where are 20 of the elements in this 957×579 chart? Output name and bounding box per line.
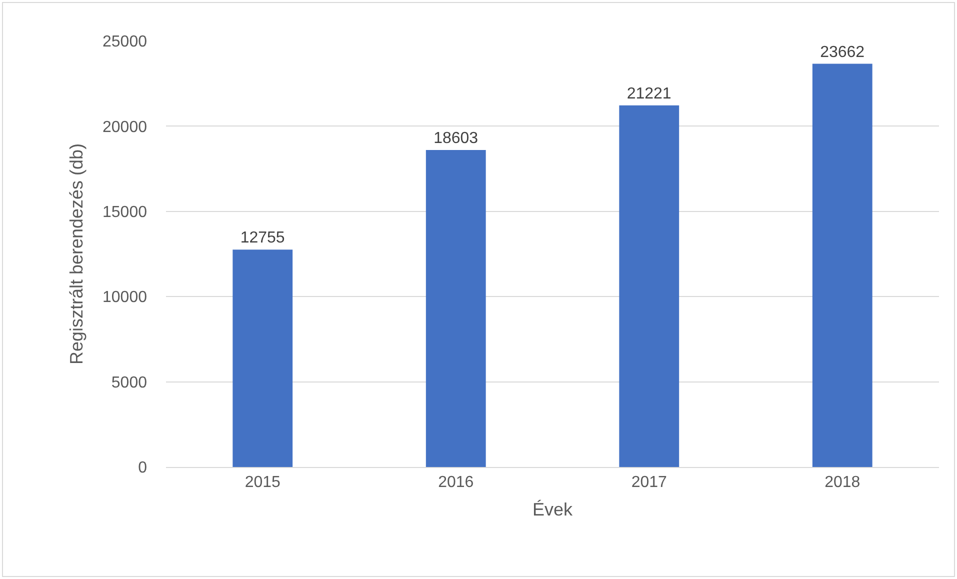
data-label: 21221 xyxy=(626,85,672,102)
data-label: 23662 xyxy=(820,44,865,61)
y-tick-label: 15000 xyxy=(102,204,148,221)
y-axis-title: Regisztrált berendezés (db) xyxy=(66,143,87,365)
x-tick-label: 2016 xyxy=(438,474,474,492)
x-tick-label: 2015 xyxy=(244,474,281,492)
bar xyxy=(619,105,680,467)
y-tick-label: 20000 xyxy=(102,118,148,136)
bar xyxy=(232,250,293,467)
y-tick-label: 5000 xyxy=(111,374,148,392)
bar xyxy=(426,150,486,467)
x-axis-title: Évek xyxy=(532,499,574,520)
y-tick-label: 10000 xyxy=(102,289,148,306)
y-tick-label: 25000 xyxy=(102,34,148,51)
x-tick-label: 2018 xyxy=(824,474,860,492)
y-tick-label: 0 xyxy=(138,460,148,477)
data-label: 12755 xyxy=(240,230,285,247)
data-label: 18603 xyxy=(434,130,478,147)
x-tick-label: 2017 xyxy=(631,474,668,492)
bar xyxy=(812,64,872,467)
